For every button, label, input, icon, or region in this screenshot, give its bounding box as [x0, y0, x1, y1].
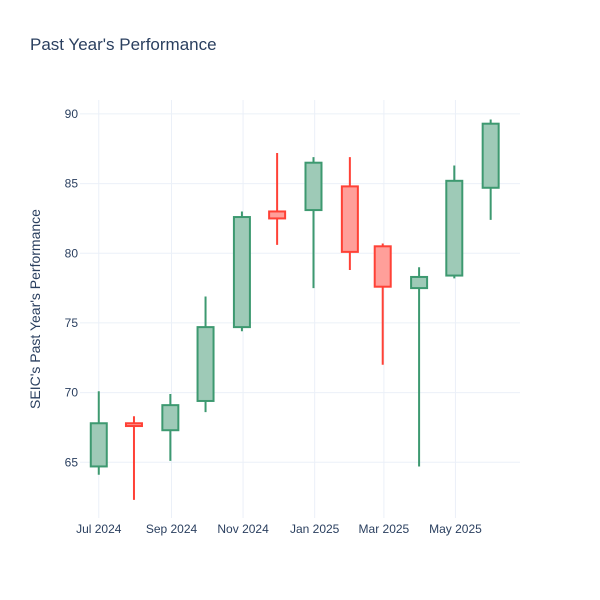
candle-increasing[interactable]	[304, 157, 323, 289]
candle-increasing[interactable]	[89, 391, 108, 475]
x-tick-label: Nov 2024	[217, 522, 269, 536]
x-tick-label: Sep 2024	[146, 522, 198, 536]
x-tick-label: May 2025	[429, 522, 482, 536]
candle-body	[373, 245, 392, 288]
y-tick-label: 75	[65, 316, 79, 330]
y-tick-label: 85	[65, 177, 79, 191]
candle-body	[89, 422, 108, 468]
x-tick-label: Jan 2025	[290, 522, 340, 536]
candle-body	[268, 210, 287, 220]
candle-increasing[interactable]	[410, 267, 429, 467]
candle-layer	[89, 119, 500, 500]
candle-body	[124, 422, 143, 428]
candle-body	[196, 326, 215, 402]
candle-increasing[interactable]	[232, 211, 251, 332]
chart-title: Past Year's Performance	[30, 35, 217, 54]
candle-decreasing[interactable]	[268, 152, 287, 245]
candle-increasing[interactable]	[196, 296, 215, 413]
candle-increasing[interactable]	[161, 393, 180, 461]
candle-body	[340, 185, 359, 253]
y-tick-label: 65	[65, 455, 79, 469]
candle-decreasing[interactable]	[340, 157, 359, 270]
y-axis-title: SEIC's Past Year's Performance	[27, 209, 43, 409]
candle-body	[304, 161, 323, 212]
candle-body	[232, 216, 251, 329]
candle-increasing[interactable]	[445, 165, 464, 279]
y-tick-label: 80	[65, 246, 79, 260]
y-tick-label: 70	[65, 386, 79, 400]
candle-decreasing[interactable]	[124, 416, 143, 500]
candle-decreasing[interactable]	[373, 243, 392, 365]
y-axis-ticks: 65 70 75 80 85 90	[65, 107, 79, 469]
candle-body	[481, 122, 500, 189]
x-axis-ticks: Jul 2024 Sep 2024 Nov 2024 Jan 2025 Mar 2025…	[76, 522, 482, 536]
candle-increasing[interactable]	[481, 119, 500, 220]
candle-body	[161, 404, 180, 432]
x-tick-label: Jul 2024	[76, 522, 122, 536]
y-tick-label: 90	[65, 107, 79, 121]
candle-body	[445, 179, 464, 277]
x-tick-label: Mar 2025	[359, 522, 410, 536]
candle-body	[410, 275, 429, 290]
